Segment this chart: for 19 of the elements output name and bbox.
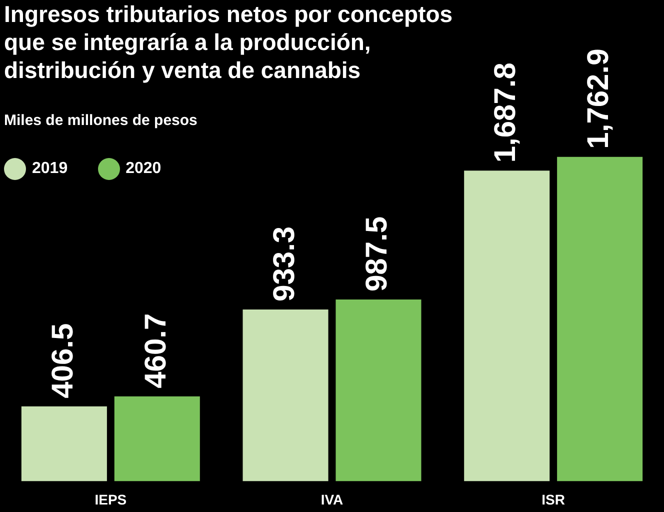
data-label: 406.5 (46, 323, 80, 398)
data-label: 1,687.8 (489, 62, 522, 163)
data-label: 933.3 (268, 226, 301, 302)
data-label: 460.7 (139, 313, 172, 388)
x-tick-label: IEPS (94, 491, 127, 508)
legend-label: 2019 (32, 160, 68, 178)
bar (336, 300, 422, 482)
x-tick-label: IVA (320, 491, 344, 508)
bar (464, 170, 550, 482)
bar (21, 406, 107, 482)
bar (242, 309, 328, 482)
legend-label: 2020 (126, 160, 162, 178)
bar (114, 396, 200, 482)
x-tick-label: ISR (542, 491, 566, 508)
bar (557, 156, 643, 482)
chart-title: Ingresos tributarios netos por conceptos que se integraría a la producción, distribución y venta de cannabis (4, 0, 454, 84)
chart-subtitle: Miles de millones de pesos (4, 112, 198, 129)
data-label: 1,762.9 (582, 48, 616, 149)
data-label: 987.5 (360, 216, 394, 292)
